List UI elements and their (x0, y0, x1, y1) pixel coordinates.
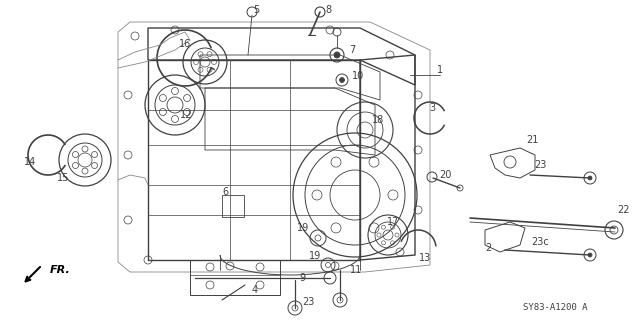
Text: 23: 23 (534, 160, 546, 170)
Text: 23c: 23c (531, 237, 549, 247)
Text: 9: 9 (299, 273, 305, 283)
Text: SY83-A1200 A: SY83-A1200 A (523, 303, 587, 313)
Text: 1: 1 (437, 65, 443, 75)
Text: 19: 19 (309, 251, 321, 261)
Text: 8: 8 (325, 5, 331, 15)
Text: 14: 14 (24, 157, 36, 167)
Text: 13: 13 (419, 253, 431, 263)
Circle shape (588, 253, 592, 257)
Text: 6: 6 (222, 187, 228, 197)
Text: 3: 3 (429, 103, 435, 113)
Text: 11: 11 (350, 265, 362, 275)
Text: 15: 15 (57, 173, 69, 183)
Circle shape (334, 52, 340, 58)
Text: 20: 20 (439, 170, 451, 180)
Text: 12: 12 (180, 110, 192, 120)
Text: 4: 4 (252, 285, 258, 295)
Text: 21: 21 (526, 135, 538, 145)
Text: 23: 23 (302, 297, 314, 307)
Text: 7: 7 (349, 45, 355, 55)
Text: 2: 2 (485, 243, 491, 253)
Circle shape (588, 176, 592, 180)
Text: 5: 5 (253, 5, 259, 15)
Text: 19: 19 (297, 223, 309, 233)
Text: FR.: FR. (50, 265, 71, 275)
Text: 22: 22 (617, 205, 629, 215)
Text: 16: 16 (179, 39, 191, 49)
Circle shape (340, 77, 345, 83)
Text: 17: 17 (387, 217, 399, 227)
Text: 10: 10 (352, 71, 364, 81)
Text: 18: 18 (372, 115, 384, 125)
